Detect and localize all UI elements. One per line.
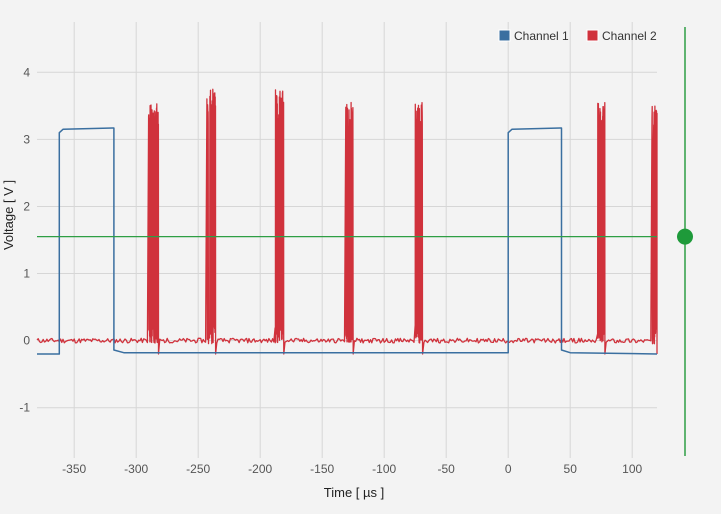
x-tick-label: -250 <box>186 462 210 476</box>
legend-swatch-channel-1[interactable] <box>498 29 511 42</box>
x-tick-label: -50 <box>438 462 456 476</box>
y-tick-label: -1 <box>19 401 30 415</box>
x-tick-label: -150 <box>310 462 334 476</box>
x-axis-title: Time [ µs ] <box>324 485 384 500</box>
y-tick-label: 3 <box>23 132 30 146</box>
x-tick-label: -300 <box>124 462 148 476</box>
series-layer <box>36 88 658 355</box>
y-tick-label: 2 <box>23 199 30 213</box>
series-channel-2-line <box>36 88 658 355</box>
y-tick-label: 0 <box>23 334 30 348</box>
trigger-level-handle[interactable] <box>677 228 693 245</box>
tick-labels: -350 -300 -250 -200 -150 -100 -50 0 50 100 -1 0 1 2 3 4 <box>19 65 642 476</box>
legend-swatch-channel-2[interactable] <box>586 29 599 42</box>
series-channel-1-line <box>37 127 658 355</box>
y-tick-label: 4 <box>23 65 30 79</box>
x-tick-label: -200 <box>248 462 272 476</box>
x-tick-label: 0 <box>505 462 512 476</box>
x-tick-label: 100 <box>622 462 642 476</box>
y-axis-title: Voltage [ V ] <box>1 180 16 250</box>
trigger-layer[interactable] <box>37 27 693 456</box>
legend-label-channel-1[interactable]: Channel 1 <box>514 29 569 43</box>
x-tick-label: -100 <box>372 462 396 476</box>
y-tick-label: 1 <box>23 267 30 281</box>
legend[interactable]: Channel 1 Channel 2 <box>498 29 657 43</box>
x-tick-label: -350 <box>62 462 86 476</box>
x-tick-label: 50 <box>564 462 578 476</box>
legend-label-channel-2[interactable]: Channel 2 <box>602 29 657 43</box>
